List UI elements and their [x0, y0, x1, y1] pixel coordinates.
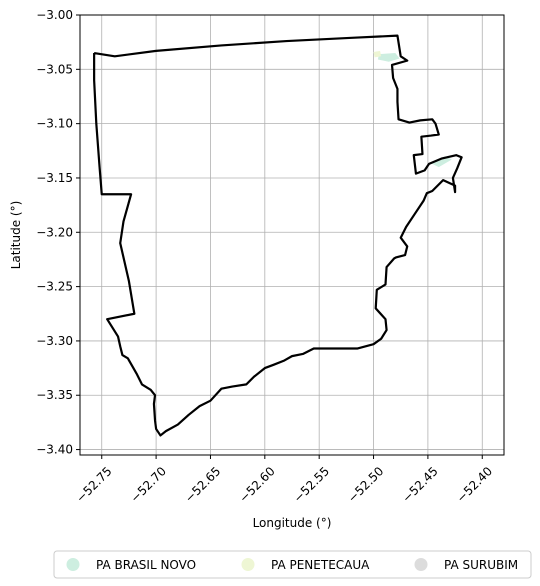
x-tick-label: −52.65: [182, 464, 223, 505]
settlement-patch: [377, 53, 400, 62]
x-axis-title: Longitude (°): [253, 516, 332, 530]
legend-marker-penetecaua: [241, 558, 255, 571]
settlement-patch: [373, 50, 382, 58]
y-tick-label: −3.00: [36, 8, 73, 22]
x-tick-label: −52.45: [399, 464, 440, 505]
boundary-line: [93, 34, 463, 437]
settlement-patches: [373, 50, 452, 168]
x-tick-label: −52.55: [291, 464, 332, 505]
legend-label-penetecaua: PA PENETECAUA: [271, 558, 370, 572]
y-tick-label: −3.20: [36, 225, 73, 239]
y-tick-label: −3.25: [36, 280, 73, 294]
x-tick-label: −52.60: [236, 464, 277, 505]
legend: PA BRASIL NOVO PA PENETECAUA PA SURUBIM: [53, 550, 532, 579]
y-axis-title: Latitude (°): [9, 201, 23, 270]
legend-marker-brasil-novo: [66, 558, 80, 571]
x-tick-label: −52.50: [345, 464, 386, 505]
settlement-patch: [430, 156, 452, 168]
legend-frame: [53, 550, 532, 579]
y-tick-label: −3.30: [36, 334, 73, 348]
boundary-layer: [93, 34, 463, 437]
y-axis: −3.00 −3.05 −3.10 −3.15 −3.20 −3.25 −3.30 −3.35…: [36, 8, 80, 457]
grid-lines: [80, 14, 504, 455]
x-tick-label: −52.70: [128, 464, 169, 505]
y-tick-label: −3.35: [36, 388, 73, 402]
x-tick-label: −52.40: [454, 464, 495, 505]
y-tick-label: −3.05: [36, 62, 73, 76]
plot-frame: [79, 14, 505, 456]
legend-label-brasil-novo: PA BRASIL NOVO: [96, 558, 196, 572]
y-tick-label: −3.10: [36, 117, 73, 131]
legend-label-surubim: PA SURUBIM: [444, 558, 518, 572]
x-tick-label: −52.75: [73, 464, 114, 505]
y-tick-label: −3.15: [36, 171, 73, 185]
x-axis: −52.75 −52.70 −52.65 −52.60 −52.55 −52.50 −52.…: [73, 455, 495, 505]
legend-marker-surubim: [414, 558, 428, 571]
y-tick-label: −3.40: [36, 443, 73, 457]
